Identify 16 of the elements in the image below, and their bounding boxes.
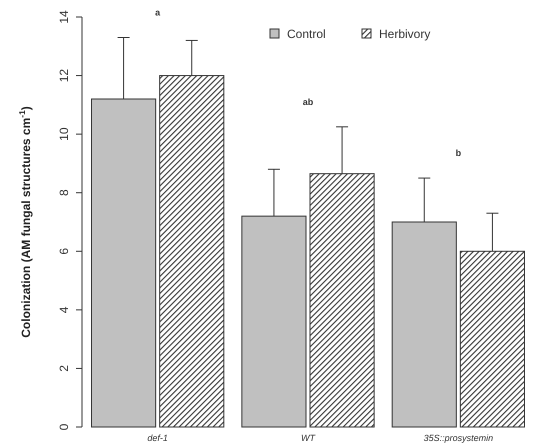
y-tick-label: 4 — [57, 306, 71, 314]
y-tick-label: 14 — [57, 10, 71, 24]
x-tick-label: def-1 — [147, 433, 168, 443]
annotation: b — [456, 148, 462, 158]
annotation: ab — [302, 96, 314, 107]
y-tick-label: 12 — [57, 68, 71, 82]
legend-label: Control — [287, 27, 326, 41]
y-tick-label: 2 — [57, 364, 71, 372]
y-tick-label: 0 — [57, 423, 71, 430]
y-tick-label: 8 — [57, 189, 71, 196]
x-tick-label: 35S::prosystemin — [424, 433, 494, 443]
legend-label: Herbivory — [379, 27, 430, 41]
annotation: a — [155, 8, 162, 18]
x-tick-label: WT — [301, 433, 316, 443]
y-tick-label: 10 — [57, 127, 71, 141]
y-tick-label: 6 — [57, 248, 71, 255]
